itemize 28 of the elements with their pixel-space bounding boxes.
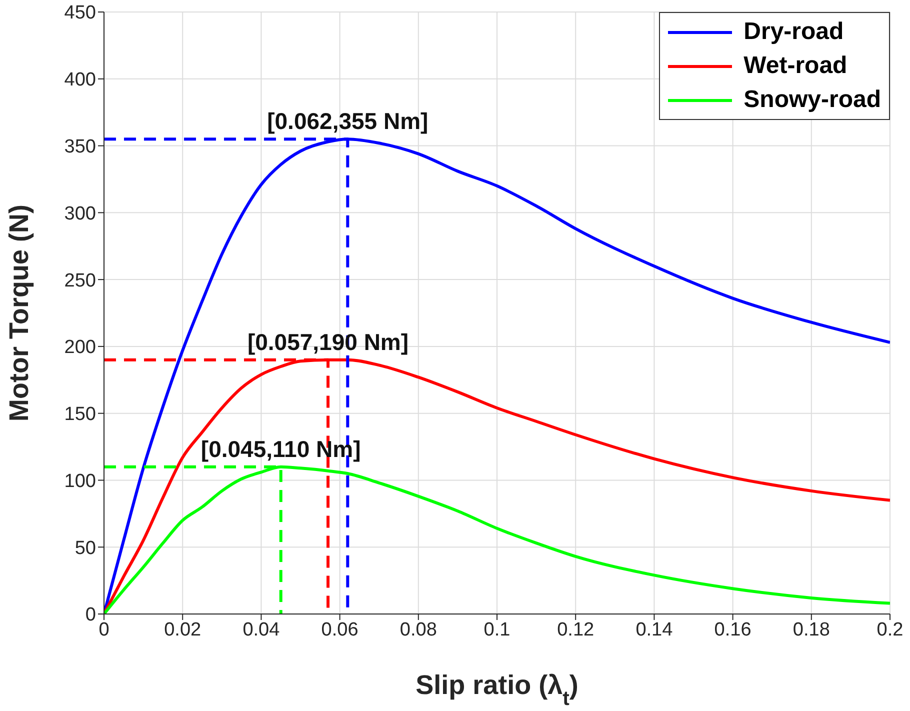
y-tick-label: 400 xyxy=(64,70,96,91)
annotation: [0.045,110 Nm] xyxy=(200,436,361,462)
x-tick-label: 0.04 xyxy=(242,619,280,640)
x-tick-label: 0.06 xyxy=(321,619,358,640)
y-tick-label: 50 xyxy=(74,538,96,559)
x-tick-label: 0.02 xyxy=(164,619,202,640)
x-tick-label: 0.12 xyxy=(557,619,594,640)
y-tick-label: 350 xyxy=(64,136,96,158)
y-tick-label: 150 xyxy=(64,404,96,426)
y-tick-label: 0 xyxy=(85,604,96,626)
x-tick-label: 0.1 xyxy=(484,619,510,640)
legend-label: Snowy-road xyxy=(744,86,881,114)
y-tick-label: 200 xyxy=(64,337,96,358)
y-tick-label: 250 xyxy=(64,270,96,292)
legend-label: Dry-road xyxy=(744,18,844,46)
legend-label: Wet-road xyxy=(744,52,848,80)
x-tick-label: 0 xyxy=(98,619,110,640)
x-tick-label: 0.2 xyxy=(876,619,904,640)
y-tick-label: 100 xyxy=(64,470,96,492)
y-tick-label: 450 xyxy=(64,2,96,24)
x-tick-label: 0.14 xyxy=(636,619,674,640)
x-axis-title: Slip ratio (λ$_{t}$) xyxy=(416,670,578,710)
annotation: [0.062,355 Nm] xyxy=(267,108,428,134)
x-tick-label: 0.08 xyxy=(400,619,437,640)
x-tick-label: 0.18 xyxy=(792,619,830,640)
y-axis-title: Motor Torque (N) xyxy=(4,204,34,422)
y-tick-label: 300 xyxy=(64,203,96,224)
x-tick-label: 0.16 xyxy=(714,619,752,640)
